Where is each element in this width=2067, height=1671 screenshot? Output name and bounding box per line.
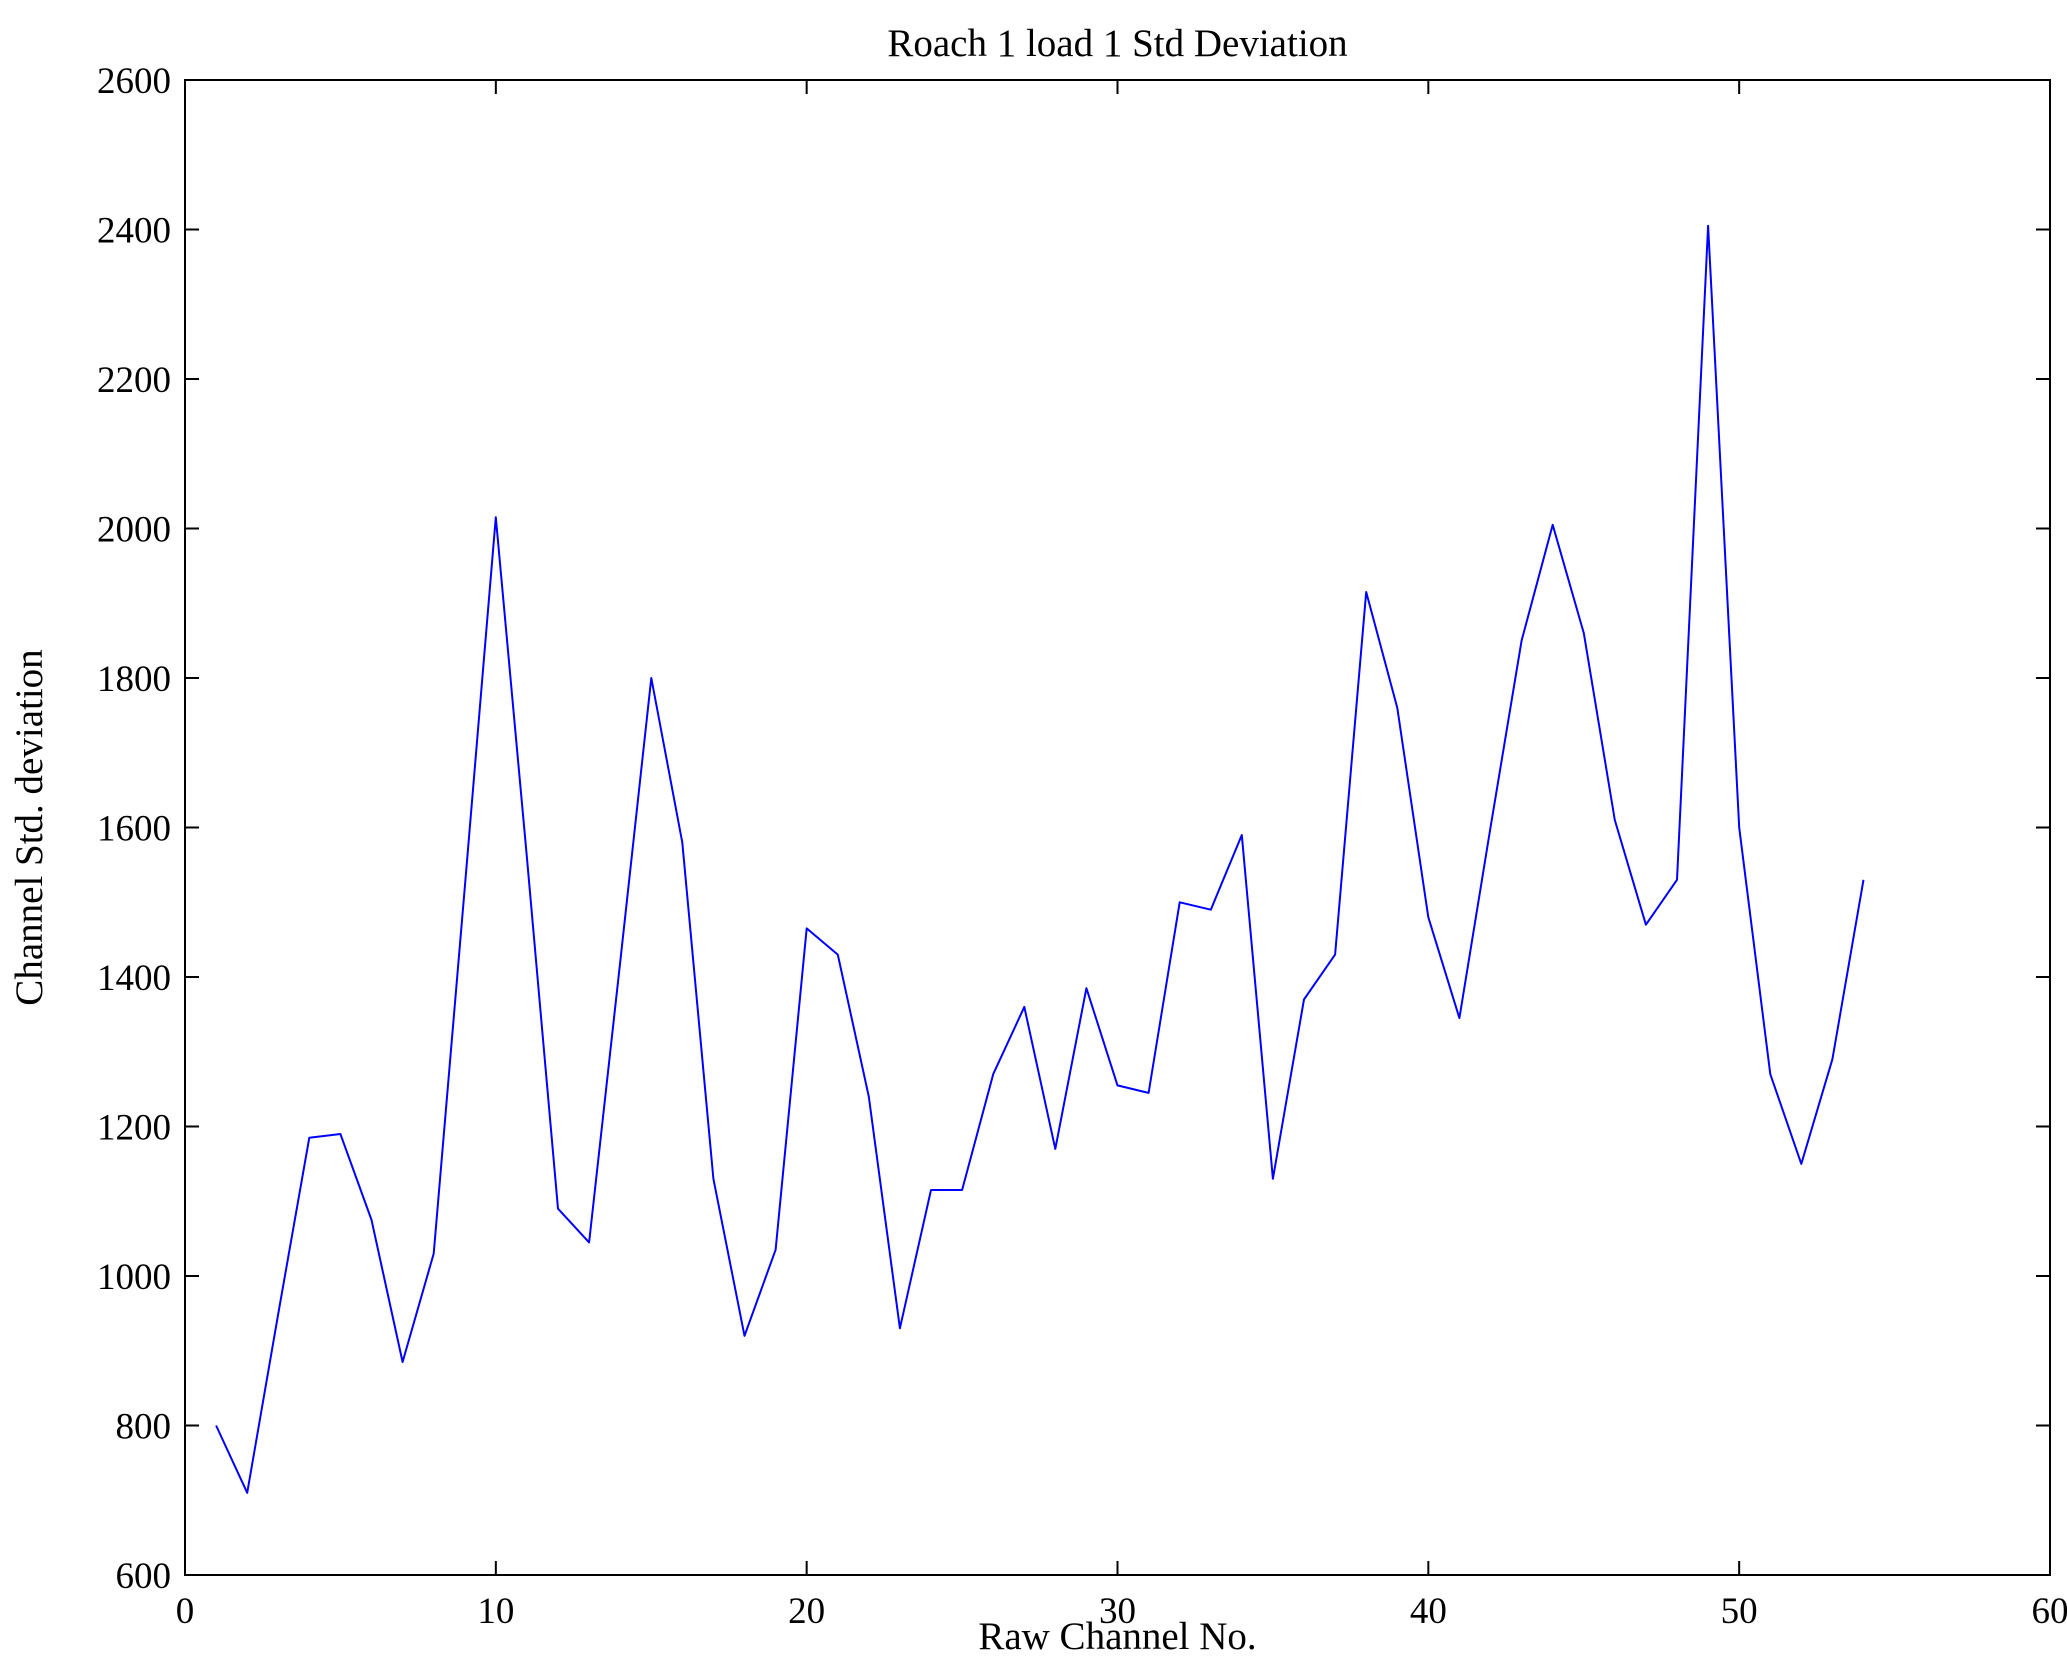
- y-tick-label: 2200: [97, 360, 171, 401]
- y-tick-label: 1600: [97, 809, 171, 850]
- y-tick-label: 1000: [97, 1257, 171, 1298]
- y-tick-label: 2000: [97, 510, 171, 551]
- y-tick-label: 1400: [97, 958, 171, 999]
- series-line: [215, 224, 1865, 1494]
- x-tick-label: 60: [2032, 1591, 2067, 1632]
- x-tick-label: 30: [1099, 1591, 1136, 1632]
- y-tick-label: 600: [116, 1556, 172, 1597]
- x-tick-label: 40: [1410, 1591, 1447, 1632]
- y-tick-label: 2600: [97, 61, 171, 102]
- y-axis-label: Channel Std. deviation: [8, 649, 51, 1005]
- x-tick-label: 10: [477, 1591, 514, 1632]
- x-tick-label: 0: [176, 1591, 195, 1632]
- plot-box: [184, 79, 2051, 1576]
- y-tick-label: 1200: [97, 1108, 171, 1149]
- x-tick-label: 20: [788, 1591, 825, 1632]
- x-axis-label: Raw Channel No.: [978, 1615, 1256, 1658]
- y-tick-label: 2400: [97, 211, 171, 252]
- chart-title: Roach 1 load 1 Std Deviation: [887, 22, 1347, 65]
- y-tick-label: 1800: [97, 659, 171, 700]
- y-tick-label: 800: [116, 1407, 172, 1448]
- x-tick-label: 50: [1721, 1591, 1758, 1632]
